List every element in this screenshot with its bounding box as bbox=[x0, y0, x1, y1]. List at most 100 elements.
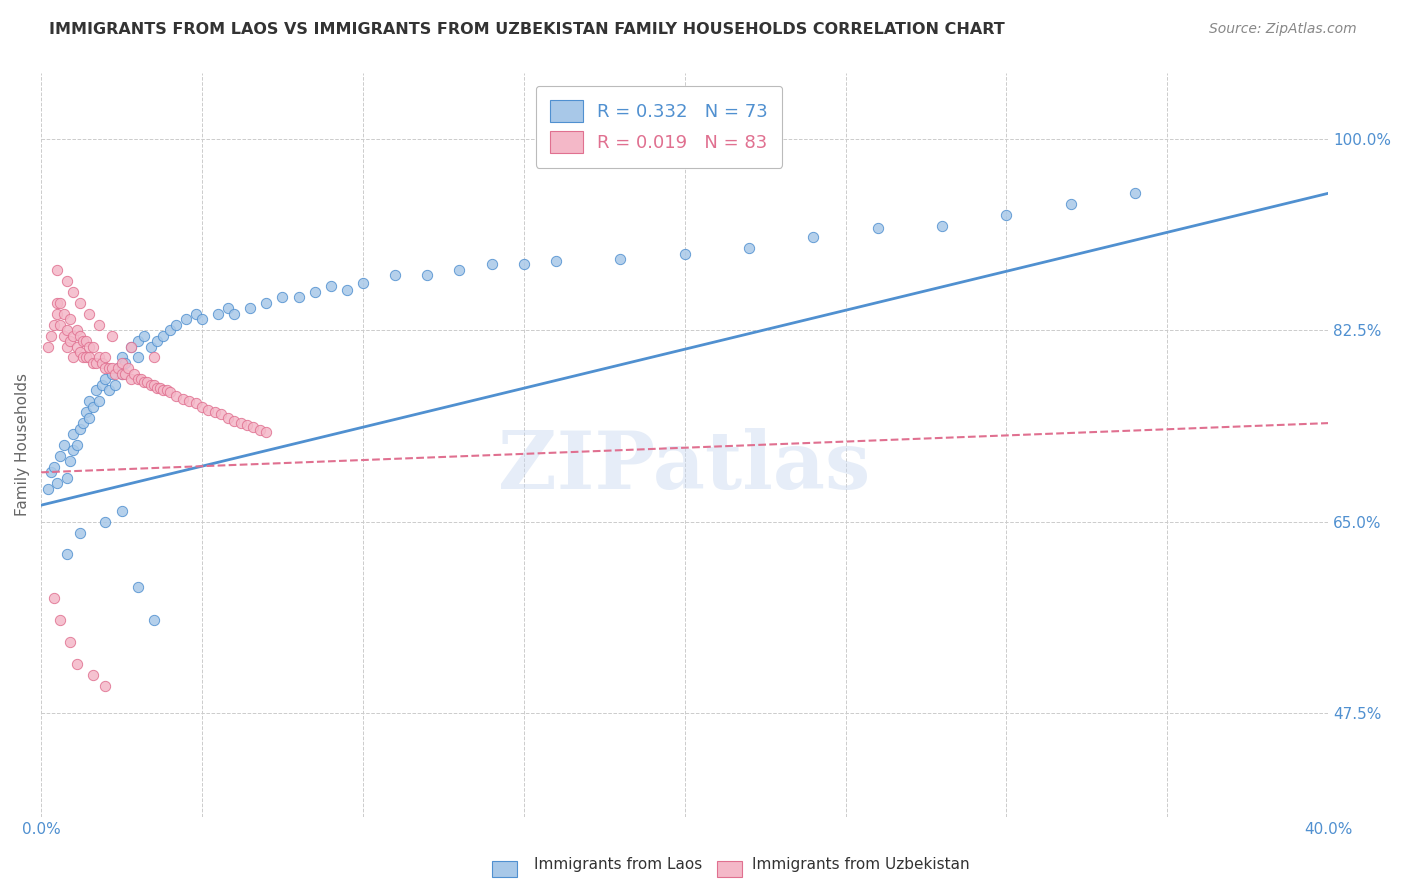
Point bbox=[155, 384, 177, 398]
Point bbox=[37, 339, 59, 353]
Point bbox=[209, 408, 232, 422]
Point bbox=[127, 372, 149, 386]
Point bbox=[217, 301, 239, 316]
Point bbox=[249, 423, 271, 437]
Point bbox=[107, 361, 129, 376]
Point bbox=[94, 351, 117, 365]
Point bbox=[79, 394, 101, 409]
Point bbox=[87, 318, 110, 332]
Point bbox=[101, 367, 124, 381]
Point bbox=[481, 257, 503, 271]
Point bbox=[72, 334, 94, 348]
Point bbox=[132, 375, 155, 389]
Point bbox=[217, 410, 239, 425]
Text: ZIPatlas: ZIPatlas bbox=[499, 428, 870, 507]
Point bbox=[207, 307, 229, 321]
Y-axis label: Family Households: Family Households bbox=[15, 374, 30, 516]
Point bbox=[866, 221, 889, 235]
Point bbox=[69, 345, 91, 359]
Point bbox=[110, 367, 132, 381]
Point bbox=[37, 482, 59, 496]
Point bbox=[101, 328, 124, 343]
Point bbox=[1060, 197, 1083, 211]
Point bbox=[142, 377, 165, 392]
Point bbox=[197, 403, 219, 417]
Text: Source: ZipAtlas.com: Source: ZipAtlas.com bbox=[1209, 22, 1357, 37]
Point bbox=[56, 323, 79, 337]
Point bbox=[62, 351, 84, 365]
Point bbox=[229, 416, 252, 430]
Point bbox=[65, 339, 87, 353]
Point bbox=[191, 312, 214, 326]
Point bbox=[79, 410, 101, 425]
Point bbox=[65, 438, 87, 452]
Point bbox=[75, 351, 97, 365]
Point bbox=[82, 667, 104, 681]
Point bbox=[139, 377, 162, 392]
Point bbox=[204, 405, 226, 419]
Point bbox=[104, 367, 127, 381]
Point bbox=[62, 427, 84, 442]
Point bbox=[69, 421, 91, 435]
Point bbox=[79, 339, 101, 353]
Point bbox=[124, 367, 146, 381]
Point bbox=[127, 351, 149, 365]
Point bbox=[120, 339, 142, 353]
Point bbox=[242, 420, 264, 434]
Point bbox=[184, 396, 207, 410]
Point bbox=[62, 328, 84, 343]
Point bbox=[142, 613, 165, 627]
Point bbox=[42, 318, 65, 332]
Point bbox=[152, 384, 174, 398]
Point bbox=[352, 276, 374, 290]
Point bbox=[1123, 186, 1146, 201]
Point bbox=[75, 334, 97, 348]
Point bbox=[609, 252, 631, 266]
Point bbox=[59, 454, 82, 468]
Point bbox=[384, 268, 406, 283]
Point bbox=[72, 416, 94, 430]
Point bbox=[287, 290, 309, 304]
Point bbox=[104, 377, 127, 392]
Point bbox=[336, 283, 359, 297]
Point bbox=[136, 375, 159, 389]
Point bbox=[49, 295, 72, 310]
Point bbox=[42, 591, 65, 606]
Point bbox=[84, 356, 107, 370]
Point bbox=[46, 476, 69, 491]
Point bbox=[75, 405, 97, 419]
Point bbox=[69, 525, 91, 540]
Point bbox=[56, 471, 79, 485]
Point bbox=[449, 263, 471, 277]
Point bbox=[82, 400, 104, 414]
Point bbox=[254, 425, 277, 439]
Point bbox=[94, 361, 117, 376]
Point bbox=[224, 414, 246, 428]
Point bbox=[738, 241, 761, 255]
Point bbox=[995, 208, 1018, 222]
Point bbox=[56, 548, 79, 562]
Point bbox=[79, 307, 101, 321]
Point bbox=[416, 268, 439, 283]
Point bbox=[52, 328, 75, 343]
Point bbox=[149, 381, 172, 395]
Text: Immigrants from Laos: Immigrants from Laos bbox=[534, 857, 703, 872]
Point bbox=[120, 372, 142, 386]
Point bbox=[110, 367, 132, 381]
Point bbox=[304, 285, 326, 299]
Point bbox=[184, 307, 207, 321]
Point bbox=[142, 351, 165, 365]
Point bbox=[49, 318, 72, 332]
Point bbox=[46, 263, 69, 277]
Point bbox=[59, 635, 82, 649]
Point bbox=[139, 339, 162, 353]
Point bbox=[673, 246, 696, 260]
Point bbox=[62, 285, 84, 299]
Point bbox=[39, 328, 62, 343]
Point bbox=[65, 323, 87, 337]
Point bbox=[65, 657, 87, 671]
Point bbox=[97, 384, 120, 398]
Point bbox=[69, 328, 91, 343]
Point bbox=[62, 443, 84, 458]
Point bbox=[271, 290, 294, 304]
